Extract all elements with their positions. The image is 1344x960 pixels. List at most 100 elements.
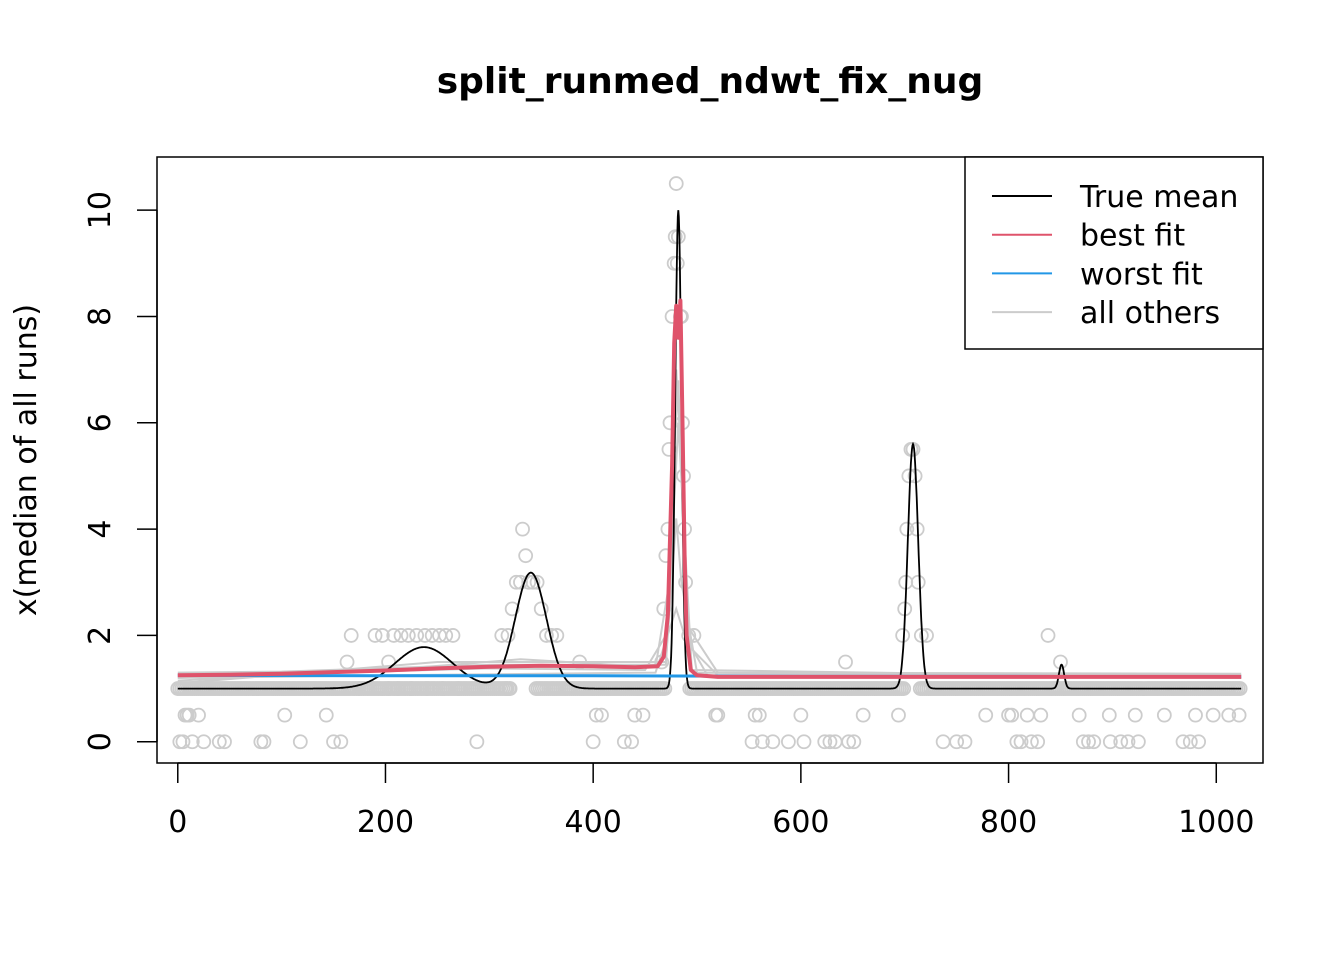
- data-point: [326, 734, 341, 750]
- data-point: [1221, 707, 1237, 723]
- data-point: [978, 707, 994, 723]
- data-point: [781, 734, 796, 750]
- data-point: [822, 734, 838, 750]
- data-point: [710, 707, 726, 723]
- data-point: [318, 707, 334, 723]
- data-point: [1127, 707, 1143, 723]
- data-point: [277, 707, 293, 723]
- legend-label: worst fit: [1080, 257, 1203, 292]
- data-point: [292, 734, 308, 750]
- data-point: [435, 681, 450, 696]
- data-point: [1102, 734, 1118, 750]
- data-point: [539, 628, 554, 643]
- data-point: [891, 707, 906, 723]
- data-point: [343, 628, 359, 643]
- data-point: [333, 734, 349, 750]
- data-point: [1231, 707, 1247, 723]
- data-point: [1182, 734, 1198, 750]
- data-point: [817, 734, 833, 750]
- data-point: [957, 734, 973, 750]
- y-axis-label: x(median of all runs): [9, 304, 44, 616]
- data-point: [751, 707, 767, 723]
- data-point: [796, 734, 812, 750]
- plot-area: [170, 176, 1248, 750]
- y-tick-label: 2: [83, 626, 118, 645]
- data-point: [393, 628, 409, 643]
- data-point: [919, 628, 934, 643]
- other-fit-line: [177, 518, 1242, 685]
- legend-box: [964, 156, 1264, 350]
- data-point: [374, 628, 390, 643]
- data-point: [1009, 734, 1025, 750]
- data-point: [525, 574, 541, 590]
- data-point: [1019, 707, 1035, 723]
- data-point: [1030, 734, 1046, 750]
- data-point: [191, 707, 206, 723]
- data-point: [1191, 734, 1207, 750]
- data-point: [949, 734, 965, 750]
- y-axis: 0 2 4 6 8 10: [83, 191, 158, 751]
- data-point: [899, 521, 915, 537]
- data-point: [417, 628, 433, 643]
- data-point: [181, 707, 197, 723]
- data-point: [627, 707, 643, 723]
- data-point: [256, 734, 272, 750]
- data-point: [793, 707, 809, 723]
- data-point: [1033, 707, 1049, 723]
- data-point: [211, 734, 227, 750]
- data-point: [217, 734, 232, 750]
- data-point: [670, 229, 686, 245]
- legend-label: best fit: [1080, 219, 1185, 254]
- data-point: [504, 601, 520, 617]
- data-point: [1130, 734, 1146, 750]
- data-point: [1205, 707, 1221, 723]
- data-point: [529, 574, 545, 590]
- y-tick-label: 8: [83, 307, 118, 326]
- data-point: [896, 681, 912, 696]
- data-point: [409, 628, 425, 643]
- data-point: [1004, 707, 1020, 723]
- data-point: [624, 734, 639, 750]
- true-mean: [177, 210, 1242, 690]
- x-tick-label: 400: [565, 805, 622, 840]
- best-fit-line: [177, 298, 1242, 679]
- other-fit-line: [177, 380, 1242, 679]
- true-mean-line: [177, 210, 1242, 690]
- data-point: [172, 734, 188, 750]
- data-point: [533, 601, 549, 617]
- data-point: [668, 176, 684, 191]
- data-point: [404, 681, 419, 696]
- data-point: [1071, 707, 1087, 723]
- data-point: [339, 654, 355, 670]
- y-tick-label: 6: [83, 413, 118, 432]
- data-point: [494, 628, 510, 643]
- data-point: [1120, 734, 1136, 750]
- other-fit-line: [177, 422, 1242, 679]
- data-point: [594, 707, 609, 723]
- data-point: [588, 707, 604, 723]
- data-point: [400, 628, 416, 643]
- data-point: [502, 681, 518, 696]
- y-tick-label: 0: [83, 732, 118, 751]
- data-point: [1081, 734, 1096, 750]
- data-point: [367, 628, 383, 643]
- data-point: [1075, 734, 1091, 750]
- data-point: [747, 707, 763, 723]
- data-point: [445, 628, 461, 643]
- x-axis: 0 200 400 600 800 1000: [168, 762, 1254, 840]
- data-point: [438, 628, 454, 643]
- other-fit-line: [177, 369, 1242, 682]
- x-tick-label: 200: [357, 805, 414, 840]
- data-point: [935, 734, 951, 750]
- data-point: [1001, 707, 1016, 723]
- data-point: [518, 548, 534, 564]
- data-point: [666, 255, 682, 271]
- data-point: [521, 574, 537, 590]
- data-point: [196, 734, 212, 750]
- data-point: [846, 734, 862, 750]
- y-tick-label: 10: [83, 191, 118, 229]
- legend-label: all others: [1080, 296, 1220, 331]
- data-point: [1040, 628, 1056, 643]
- data-point: [1086, 734, 1102, 750]
